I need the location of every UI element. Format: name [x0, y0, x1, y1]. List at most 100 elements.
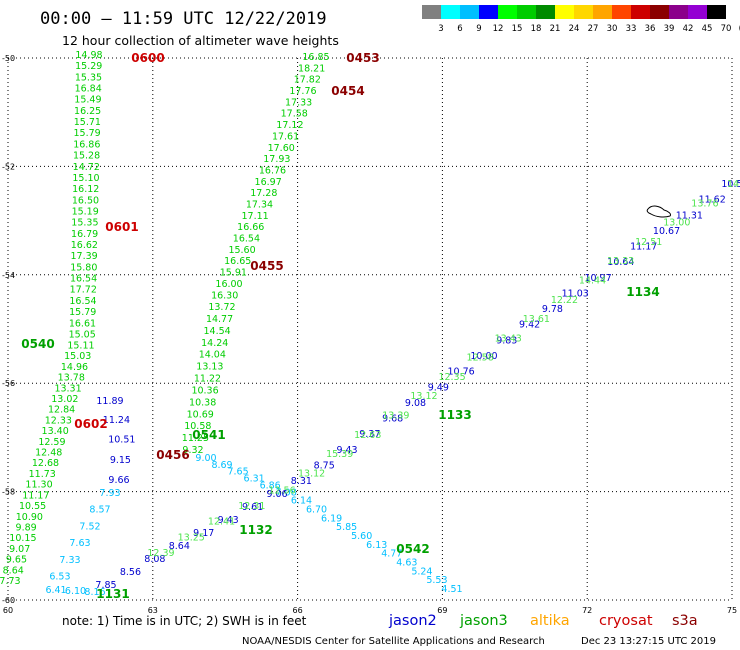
legend-label: 12 [493, 24, 504, 34]
wave-height-value: 12.33 [45, 415, 72, 426]
wave-height-value: 14 [727, 179, 739, 190]
pass-time-label: 0600 [131, 51, 164, 65]
wave-height-value: 6.53 [49, 572, 70, 583]
wave-height-value: 10.36 [191, 385, 218, 396]
wave-height-value: 9.89 [16, 522, 37, 533]
wave-height-value: 13.31 [54, 383, 81, 394]
wave-height-value: 10.69 [187, 409, 214, 420]
wave-height-value: 11.25 [182, 433, 209, 444]
legend-label: 70 [721, 24, 732, 34]
legend-label: 18 [531, 24, 542, 34]
legend-label: 9 [476, 24, 481, 34]
legend-label: 15 [512, 24, 523, 34]
wave-height-value: 17.28 [250, 188, 277, 199]
pass-time-label: 0456 [156, 448, 189, 462]
wave-height-value: 15.79 [73, 128, 100, 139]
pass-time-label: 0541 [192, 428, 225, 442]
wave-height-value: 12.56 [268, 485, 295, 496]
wave-height-value: 10.55 [19, 501, 46, 512]
pass-time-label: 0454 [331, 84, 364, 98]
wave-height-value: 11.22 [194, 374, 221, 385]
wave-height-value: 7.33 [59, 555, 80, 566]
wave-height-value: 17.58 [281, 109, 308, 120]
y-tick-label: -56 [2, 379, 15, 388]
pass-time-label: 1133 [438, 408, 471, 422]
wave-height-value: 8.31 [291, 476, 312, 487]
wave-height-value: 16.50 [72, 195, 99, 206]
wave-height-value: 9.32 [182, 445, 203, 456]
wave-height-value: 9.42 [519, 320, 540, 331]
wave-height-value: 8.08 [144, 554, 165, 565]
wave-height-value: 13.02 [51, 394, 78, 405]
wave-height-value: 14.04 [199, 350, 226, 361]
wave-height-value: 9.15 [110, 455, 131, 466]
wave-height-value: 12.35 [438, 372, 465, 383]
legend-swatch [707, 5, 726, 19]
legend-label: 39 [664, 24, 675, 34]
wave-height-value: 10.51 [108, 435, 135, 446]
wave-height-value: 7.73 [0, 576, 21, 587]
legend-label: 21 [550, 24, 561, 34]
wave-height-value: 13.00 [663, 218, 690, 229]
wave-height-value: 12.48 [35, 448, 62, 459]
wave-height-value: 7.85 [95, 580, 116, 591]
footer-timestamp: Dec 23 13:27:15 UTC 2019 [581, 636, 716, 647]
wave-height-value: 17.60 [268, 143, 295, 154]
legend-swatch [612, 5, 631, 19]
wave-height-value: 13.76 [691, 198, 718, 209]
legend-swatch [422, 5, 441, 19]
wave-height-value: 5.60 [351, 531, 372, 542]
wave-height-value: 9.61 [242, 502, 263, 513]
legend-label: (ft) [739, 24, 740, 34]
wave-height-value: 6.13 [366, 540, 387, 551]
wave-height-value: 16.65 [224, 256, 251, 267]
wave-height-value: 13.43 [495, 333, 522, 344]
wave-height-value: 8.56 [120, 567, 141, 578]
mission-jason3: jason3 [459, 613, 508, 629]
wave-height-value: 15.49 [74, 95, 101, 106]
wave-height-value: 9.49 [428, 382, 449, 393]
wave-height-value: 16.76 [259, 165, 286, 176]
wave-height-value: 5.53 [426, 575, 447, 586]
wave-height-value: 7.63 [69, 538, 90, 549]
pass-time-labels: 0600 0601 0602 0453 0454 0455 0456 0540 0541 0542… [21, 51, 659, 601]
wave-height-value: 9.00 [195, 453, 216, 464]
wave-height-value: 13.40 [42, 426, 69, 437]
y-tick-label: -50 [2, 54, 15, 63]
wave-height-value: 15.60 [228, 245, 255, 256]
wave-height-value: 13.25 [178, 532, 205, 543]
wave-height-value: 16.61 [69, 318, 96, 329]
wave-height-value: 13.12 [298, 468, 325, 479]
wave-height-value: 14.77 [206, 314, 233, 325]
legend-swatch [441, 5, 460, 19]
wave-height-value: 12.39 [147, 548, 174, 559]
wave-height-value: 17.11 [242, 211, 269, 222]
map-grid [7, 57, 733, 601]
wave-height-value: 16.79 [71, 229, 98, 240]
wave-height-value: 6.70 [306, 505, 327, 516]
legend-swatch [498, 5, 517, 19]
wave-height-value: 10.58 [184, 421, 211, 432]
mission-cryosat: cryosat [599, 613, 653, 629]
pass-time-label: 0601 [105, 220, 138, 234]
wave-height-value: 9.08 [405, 398, 426, 409]
legend-label: 45 [702, 24, 713, 34]
wave-height-value: 10.38 [189, 397, 216, 408]
mission-legend: jason2 jason3 altika cryosat s3a [388, 613, 698, 629]
x-tick-label: 69 [437, 606, 447, 615]
wave-height-value: 5.85 [336, 522, 357, 533]
wave-height-value: 8.69 [211, 460, 232, 471]
wave-height-value: 12.22 [551, 295, 578, 306]
wave-height-value: 16.62 [71, 240, 98, 251]
wave-height-value: 12.58 [467, 353, 494, 364]
legend-label: 33 [626, 24, 637, 34]
legend-label: 27 [588, 24, 599, 34]
legend-swatch [593, 5, 612, 19]
wave-height-value: 16.54 [70, 274, 97, 285]
wave-height-value: 10.90 [16, 512, 43, 523]
wave-height-value: 13.33 [607, 256, 634, 267]
wave-height-value: 6.14 [291, 496, 312, 507]
wave-height-value: 14.98 [75, 50, 102, 61]
wave-height-value: 7.65 [227, 467, 248, 478]
wave-height-value: 4.63 [396, 558, 417, 569]
